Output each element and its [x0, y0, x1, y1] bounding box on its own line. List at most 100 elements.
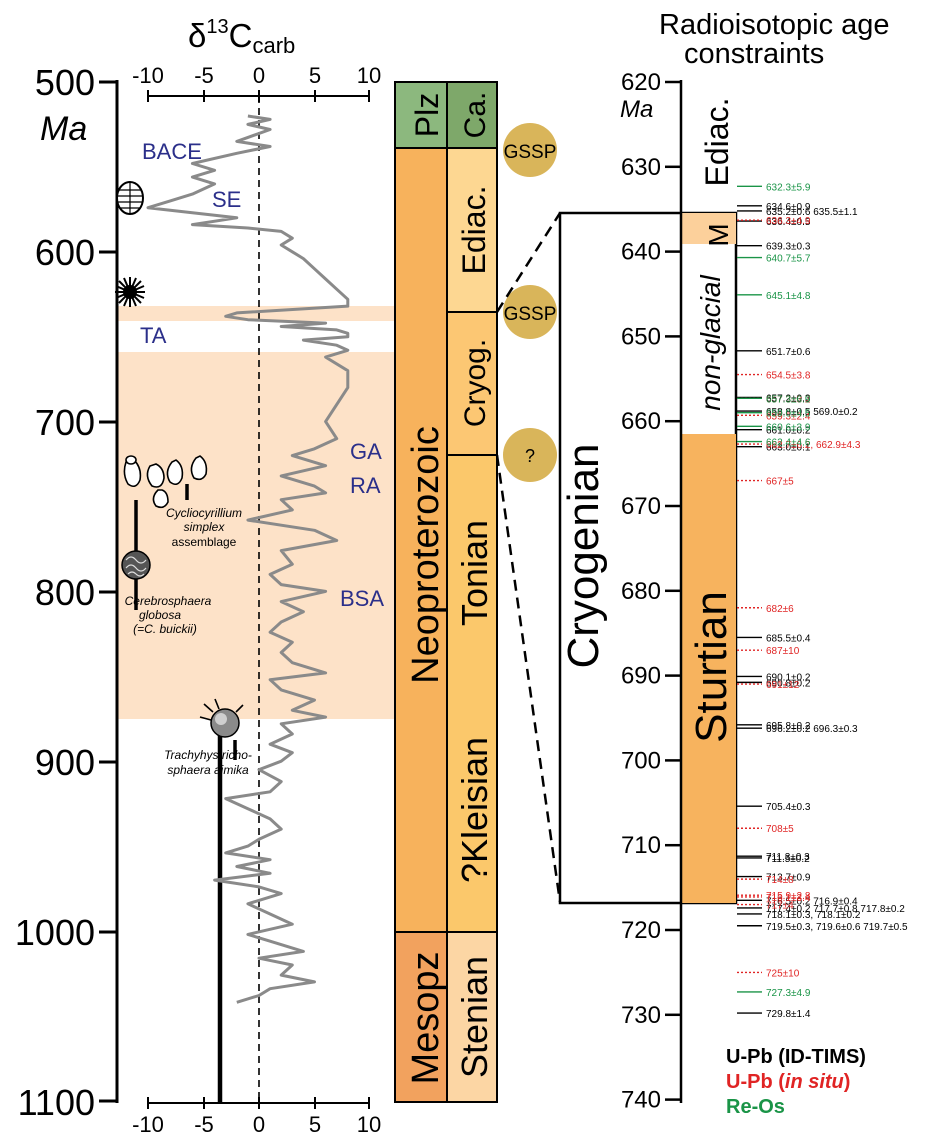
d13c-tick-label: -10 [132, 1112, 164, 1137]
gssp-label-1: GSSP [504, 142, 557, 163]
radio-title-line1: Radioisotopic age [659, 9, 890, 41]
right-axis-tick-label: 740 [621, 1087, 661, 1114]
boundary-markers: GSSP GSSP ? [503, 123, 557, 482]
age-label-reos: 645.1±4.8 [766, 291, 811, 302]
d13c-tick-label: 5 [309, 1112, 321, 1137]
ediacaran-disc-icon [116, 181, 144, 215]
period-label-tonian: Tonian [454, 520, 495, 626]
right-axis-tick-label: 670 [621, 493, 661, 520]
d13c-title: δ13Ccarb [188, 16, 295, 58]
marinoan-label: M [703, 223, 734, 246]
age-label-insitu: 708±5 [766, 824, 794, 835]
age-label-insitu: 716.1±3.4 [766, 893, 811, 904]
d13c-tick-label: 0 [253, 1112, 265, 1137]
fossil-label-cerebrosphaera: Cerebrosphaera [125, 594, 212, 608]
fossil-label-trachy: Trachyhystricho- [164, 748, 252, 762]
marinoan-band [117, 306, 394, 321]
period-tonian [446, 454, 498, 933]
age-label-reos: 657.3±6.9 [766, 394, 811, 405]
age-label-tims: 719.5±0.3, 719.6±0.6 719.7±0.5 [766, 922, 908, 933]
age-tick-label: 1100 [18, 1082, 95, 1123]
age-label-tims: 713.7±0.9 [766, 873, 811, 884]
period-column: Ca. Ediac. Cryog. Tonian ?Kleisian Steni… [446, 81, 498, 1103]
era-plz [394, 81, 448, 149]
period-label-kleisian: ?Kleisian [454, 737, 495, 883]
age-unit-label: Ma [40, 110, 87, 148]
period-label-stenian: Stenian [454, 956, 495, 1078]
zoom-panel: Cryogenian Ediac. M non-glacial Sturtian [558, 98, 738, 905]
right-axis-tick-label: 710 [621, 832, 661, 859]
age-label-insitu: 662.7±6.2, 662.9±4.3 [766, 440, 861, 451]
legend: U-Pb (ID-TIMS) U-Pb (in situ) Re-Os [726, 1046, 866, 1118]
gssp-label-2: GSSP [504, 304, 557, 325]
right-axis-tick-label: 620 [621, 69, 661, 96]
spiny-acritarch-icon [115, 277, 145, 307]
right-axis-tick-label: 730 [621, 1002, 661, 1029]
age-tick-label: 500 [35, 62, 95, 103]
radio-title-line2: constraints [684, 38, 824, 70]
question-circle [503, 428, 557, 482]
d13c-tick-label: 10 [357, 1112, 381, 1137]
period-label-ca: Ca. [459, 92, 492, 139]
age-label-insitu: 725±10 [766, 968, 800, 979]
right-axis-tick-label: 680 [621, 578, 661, 605]
age-label-insitu: 682±6 [766, 604, 794, 615]
age-label-tims: 690.8±0.2 [766, 678, 811, 689]
d13c-top-axis: -10 -5 0 5 10 [132, 63, 381, 102]
event-label-ra: RA [350, 473, 381, 498]
non-glacial-label: non-glacial [695, 275, 726, 411]
right-age-axis: 620630640650660670680690700710720730740 … [620, 69, 683, 1114]
right-unit-label: Ma [620, 96, 653, 123]
d13c-tick-label: -10 [132, 63, 164, 88]
age-label-tims: 651.7±0.6 [766, 347, 811, 358]
legend-tims: U-Pb (ID-TIMS) [726, 1046, 866, 1068]
age-label-insitu: 691±12 [766, 680, 800, 691]
era-label-mesopz: Mesopz [405, 951, 447, 1084]
era-neoproterozoic [394, 147, 448, 933]
age-label-tims: 718.1±0.3, 718.1±0.2 [766, 910, 861, 921]
age-label-tims: 661.0±0.2 [766, 426, 811, 437]
age-label-tims: 711.3±0.3 [766, 852, 810, 863]
right-axis-tick-label: 640 [621, 239, 661, 266]
era-label-plz: Plz [409, 93, 445, 137]
period-label-cryog: Cryog. [459, 339, 492, 427]
cerebrosphaera-icon [121, 550, 151, 580]
age-label-insitu: 715.9±2.8 [766, 891, 811, 902]
d13c-tick-label: -5 [194, 63, 214, 88]
d13c-tick-label: -5 [194, 1112, 214, 1137]
age-label-tims: 639.3±0.3 [766, 242, 811, 253]
era-label-neoproterozoic: Neoproterozoic [405, 426, 447, 684]
age-label-reos: 727.3±4.9 [766, 988, 811, 999]
trachyhystrichosphaera-icon [199, 698, 244, 738]
age-label-reos: 660.6±3.9 [766, 422, 811, 433]
age-label-tims: 658.8±0.5 569.0±0.2 [766, 407, 858, 418]
era-column: Plz Neoproterozoic Mesopz [394, 81, 448, 1103]
age-label-insitu: 659.3±2.4 [766, 411, 811, 422]
event-label-bsa: BSA [340, 586, 384, 611]
fossil-label-cyclio: Cycliocyrillium [166, 506, 242, 520]
age-label-tims: 634.6±0.9 [766, 202, 811, 213]
age-tick-label: 900 [35, 742, 95, 783]
right-axis-tick-label: 650 [621, 323, 661, 350]
event-label-se: SE [212, 187, 241, 212]
d13c-tick-label: 10 [357, 63, 381, 88]
d13c-curve [146, 114, 350, 1004]
right-axis-tick-label: 720 [621, 917, 661, 944]
age-tick-label: 800 [35, 572, 95, 613]
period-cryog [446, 311, 498, 456]
age-label-tims: 685.5±0.4 [766, 633, 811, 644]
sturtian-label: Sturtian [687, 591, 736, 743]
d13c-tick-label: 5 [309, 63, 321, 88]
age-label-insitu: 636.3±4.9 [766, 216, 811, 227]
age-tick-label: 1000 [15, 912, 95, 953]
event-label-bace: BACE [142, 139, 202, 164]
fossil-label-cyclio: simplex [184, 520, 226, 534]
period-label-ediac: Ediac. [456, 186, 492, 275]
age-label-insitu: 657.3±3.2 [766, 394, 811, 405]
age-label-tims: 636.4±0.5 [766, 217, 811, 228]
age-label-tims: 635.2±0.6 635.5±1.1 [766, 207, 858, 218]
fossil-label-trachy: sphaera aimika [167, 763, 249, 777]
age-label-insitu: 667±5 [766, 477, 794, 488]
